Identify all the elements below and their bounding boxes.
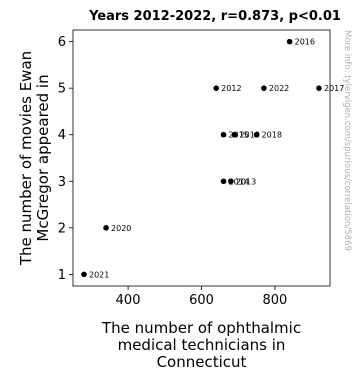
x-axis-ticks: 400 600 800 (116, 286, 288, 308)
point-label: 2016 (295, 38, 315, 47)
y-tick-label: 2 (58, 221, 66, 236)
data-point (231, 131, 238, 138)
data-point (316, 85, 322, 91)
y-tick-label: 4 (58, 128, 66, 143)
point-label: 2014 (229, 177, 249, 186)
data-point (220, 131, 227, 138)
point-label: 2012 (221, 84, 241, 93)
x-tick-label: 600 (189, 293, 214, 308)
point-label: 2021 (89, 270, 109, 279)
data-point (220, 178, 227, 185)
y-tick-label: 6 (58, 35, 66, 50)
y-axis-ticks: 1 2 3 4 5 6 (58, 35, 73, 283)
watermark: More info: tylervigen.com/spurious/corre… (342, 30, 352, 251)
x-axis-label-line: The number of ophthalmic (101, 319, 301, 337)
data-point (213, 85, 219, 91)
x-axis-label-line: medical technicians in (118, 336, 286, 354)
x-axis-label-line: Connecticut (157, 353, 247, 371)
y-axis-label-line: McGregor appeared in (34, 74, 52, 241)
y-tick-label: 1 (58, 268, 66, 283)
y-tick-label: 5 (58, 82, 66, 97)
point-label: 2022 (269, 84, 289, 93)
data-point (103, 225, 109, 231)
point-label: 2017 (324, 84, 344, 93)
point-label: 2019 (240, 131, 260, 140)
point-label: 2020 (111, 224, 131, 233)
y-tick-label: 3 (58, 175, 66, 190)
data-point (261, 85, 267, 91)
data-point (253, 131, 260, 138)
point-label: 2013 (236, 177, 256, 186)
chart-title: Years 2012-2022, r=0.873, p<0.01 (88, 9, 341, 24)
point-label: 2015 (229, 131, 249, 140)
y-axis-label-line: The number of movies Ewan (17, 51, 35, 266)
data-point (286, 38, 293, 45)
data-point (228, 178, 234, 185)
y-axis-label: The number of movies Ewan McGregor appear… (17, 51, 52, 266)
x-tick-label: 400 (116, 293, 141, 308)
data-point (81, 271, 87, 278)
x-tick-label: 800 (263, 293, 288, 308)
point-label: 2018 (262, 131, 282, 140)
plot-frame (72, 29, 331, 287)
